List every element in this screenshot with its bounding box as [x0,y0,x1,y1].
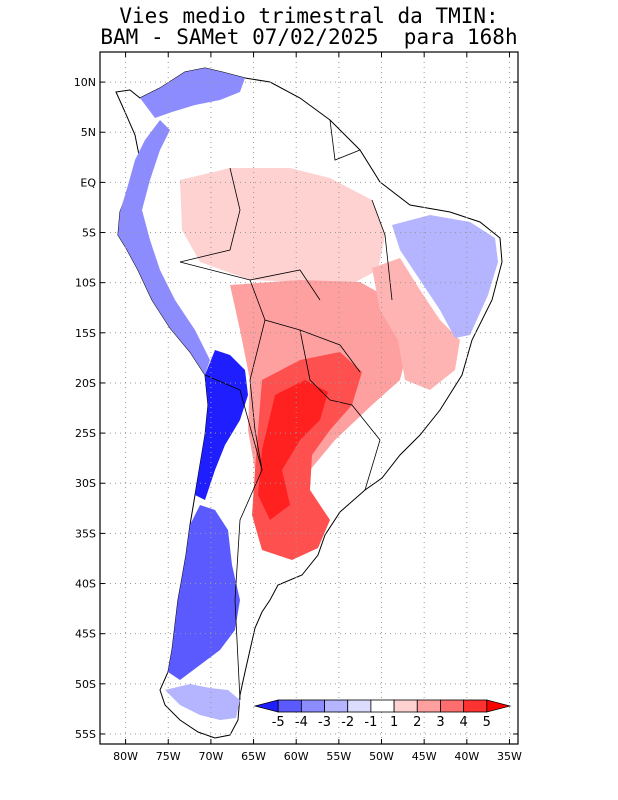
colorbar-label: -2 [341,715,354,730]
colorbar-swatch [416,699,441,713]
lat-label: 45S [75,628,96,641]
colorbar-label: 5 [483,715,491,730]
colorbar-label: -1 [364,715,377,730]
lat-label: EQ [80,176,96,189]
colorbar-label: -4 [295,715,308,730]
cold-bias-region-patagonia [168,505,240,680]
warm-bias-region-north [180,168,385,285]
map-frame [99,51,519,745]
colorbar-label: -3 [318,715,331,730]
cold-bias-region-southern-tip [165,684,240,720]
colorbar-swatch [393,699,418,713]
colorbar-swatch [370,699,395,713]
lon-label: 75W [156,750,181,763]
colorbar-swatch [463,699,488,713]
lon-label: 80W [113,750,138,763]
lon-label: 35W [497,750,522,763]
cold-bias-region-northeast-coast [392,215,498,338]
colorbar-label: 1 [390,715,398,730]
lat-label: 20S [75,377,96,390]
country-borders [179,119,393,701]
cold-bias-region-andes-north [118,120,210,375]
lat-label: 40S [75,578,96,591]
colorbar-swatch [486,699,512,713]
colorbar-swatch [324,699,349,713]
graticule [100,52,518,744]
latitude-axis: 10N 5N EQ 5S 10S 15S 20S 25S 30S 35S 40S 45S 50S 55S [74,76,518,741]
map-title-line-2: BAM - SAMet 07/02/2025 para 168h [100,25,518,49]
warm-bias-region-nordeste [372,258,460,390]
lon-label: 60W [284,750,309,763]
lon-label: 45W [412,750,437,763]
colorbar-label: 3 [436,715,444,730]
lon-label: 40W [454,750,479,763]
lon-label: 55W [326,750,351,763]
colorbar: -5 -4 -3 -2 -1 1 2 3 4 5 [253,699,512,730]
lat-label: 5S [82,227,96,240]
lat-label: 5N [81,126,96,139]
lat-label: 55S [75,728,96,741]
warm-bias-region-hotspot [258,380,328,520]
lat-label: 10N [74,76,96,89]
map-title-line-1: Vies medio trimestral da TMIN: [119,4,499,28]
lat-label: 10S [75,277,96,290]
colorbar-label: 2 [413,715,421,730]
lat-label: 25S [75,427,96,440]
colorbar-label: 4 [459,715,467,730]
lon-label: 65W [241,750,266,763]
colorbar-swatch [347,699,372,713]
lat-label: 30S [75,477,96,490]
lat-label: 15S [75,327,96,340]
lon-label: 50W [369,750,394,763]
longitude-axis: 80W 75W 70W 65W 60W 55W 50W 45W 40W 35W [113,52,522,763]
colorbar-swatch [277,699,302,713]
lat-label: 50S [75,678,96,691]
lat-label: 35S [75,527,96,540]
lon-label: 70W [198,750,223,763]
colorbar-swatch [300,699,325,713]
cold-bias-region-caribbean [140,68,245,118]
colorbar-label: -5 [272,715,285,730]
colorbar-swatch [440,699,465,713]
